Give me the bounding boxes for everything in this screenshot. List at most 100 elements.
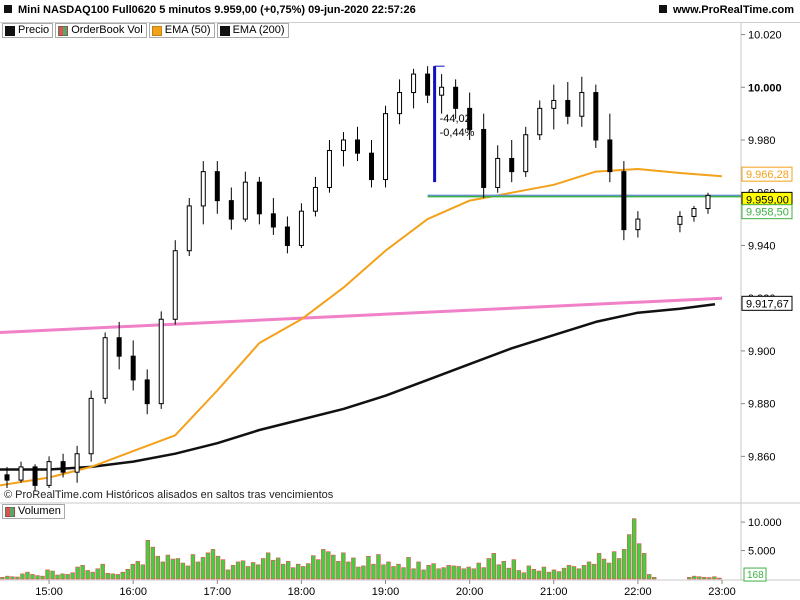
time-tick-label: 23:00: [708, 586, 736, 598]
volume-bar: [225, 569, 231, 580]
volume-bar: [526, 565, 532, 580]
candle-body: [60, 461, 66, 473]
candle-body: [579, 92, 585, 117]
candle: [186, 198, 192, 256]
candle: [18, 461, 24, 483]
volume-bar: [311, 555, 316, 580]
volume-bar: [285, 561, 291, 580]
volume-bar: [541, 566, 547, 580]
candle-body: [88, 397, 94, 455]
time-tick-label: 18:00: [288, 586, 316, 598]
volume-bar: [150, 546, 156, 580]
volume-bar: [291, 567, 296, 580]
volume-bar: [446, 565, 451, 580]
volume-bar: [401, 567, 406, 580]
volume-bar: [431, 563, 436, 580]
time-axis[interactable]: 15:00 16:00 17:00 18:00 19:00 20:00 21:00 22:00…: [35, 580, 736, 598]
volume-bar: [546, 571, 552, 580]
candle: [214, 161, 220, 214]
volume-bar: [652, 576, 657, 580]
volume-bar: [306, 563, 311, 580]
volume-bar: [140, 564, 146, 580]
volume-bar: [35, 575, 40, 580]
candle: [130, 340, 136, 391]
candle-body: [705, 194, 711, 210]
volume-bar: [301, 566, 306, 580]
time-tick-label: 21:00: [540, 586, 568, 598]
candle: [551, 84, 557, 130]
volume-bar: [566, 565, 572, 580]
candle: [340, 132, 346, 167]
volume-bar: [200, 557, 206, 580]
candle: [579, 76, 585, 127]
legend-ema200-label: EMA (200): [232, 24, 285, 36]
candle: [32, 464, 38, 491]
candle-body: [383, 113, 389, 181]
volume-bars: [0, 518, 722, 580]
brand-text[interactable]: www.ProRealTime.com: [672, 4, 794, 16]
candle: [705, 192, 711, 214]
price-label-text: 9.917,67: [746, 298, 789, 310]
ema50-line: [0, 168, 723, 487]
volume-bar: [687, 576, 692, 580]
legend-ema50[interactable]: EMA (50): [148, 23, 215, 38]
volume-bar: [45, 569, 50, 580]
volume-bar: [466, 566, 471, 580]
volume-bar: [551, 569, 557, 580]
price-tick-label: 10.000: [748, 82, 782, 94]
volume-bar: [125, 569, 130, 580]
candle: [425, 66, 431, 104]
candle: [467, 92, 473, 140]
volume-bar: [180, 562, 186, 580]
legend-ema200[interactable]: EMA (200): [216, 23, 289, 38]
candle: [537, 100, 543, 140]
legend-ema50-label: EMA (50): [164, 24, 211, 36]
volume-bar: [596, 553, 602, 580]
volume-bar: [416, 561, 421, 580]
volume-bar: [205, 552, 211, 580]
candle-body: [298, 210, 304, 246]
volume-bar: [697, 576, 702, 580]
candle-body: [172, 250, 178, 320]
candle: [46, 456, 52, 488]
candle-body: [46, 461, 52, 486]
volume-bar: [30, 574, 35, 580]
candle: [312, 176, 318, 217]
price-axis[interactable]: 10.02010.0009.9809.9609.9409.9209.9009.8…: [741, 30, 782, 464]
volume-bar: [591, 563, 597, 580]
legend-orderbook[interactable]: OrderBook Vol: [55, 23, 147, 38]
measure-points-label: -44,02: [440, 113, 471, 125]
volume-bar: [110, 573, 115, 580]
volume-bar: [145, 539, 151, 580]
legend-price[interactable]: Precio: [2, 23, 54, 38]
volume-bar: [20, 573, 25, 580]
brand-link[interactable]: www.ProRealTime.com: [658, 4, 794, 16]
time-tick-label: 17:00: [204, 586, 232, 598]
volume-bar: [376, 554, 381, 580]
price-label-box: [741, 204, 793, 220]
price-labels: 9.966,28 9.959,009.958,50 9.917,67: [741, 166, 793, 311]
candle-body: [32, 466, 38, 486]
volume-bar: [15, 576, 20, 580]
volume-bar: [275, 557, 281, 580]
volume-bar: [421, 569, 426, 580]
footnote: © ProRealTime.com Históricos alisados en…: [4, 489, 334, 501]
candle: [60, 453, 66, 478]
volume-bar: [426, 565, 431, 580]
volume-tick-label: 10.000: [748, 517, 782, 529]
candle-body: [621, 171, 627, 231]
measure-tool[interactable]: -44,02 -0,44%: [433, 65, 475, 183]
volume-bar: [336, 561, 341, 580]
candle-body: [102, 337, 108, 399]
volume-bar: [296, 563, 301, 580]
volume-bar: [80, 565, 85, 580]
volume-panel-label[interactable]: Volumen: [2, 504, 65, 519]
candle-body: [439, 86, 445, 96]
candle-body: [200, 171, 206, 207]
indicator-legend: Precio OrderBook Vol EMA (50) EMA (200): [2, 23, 289, 38]
indicator-lines: [0, 168, 741, 487]
candle: [677, 211, 683, 233]
price-label-box: [741, 295, 793, 311]
volume-axis[interactable]: 10.000 5.000 168: [741, 517, 782, 582]
